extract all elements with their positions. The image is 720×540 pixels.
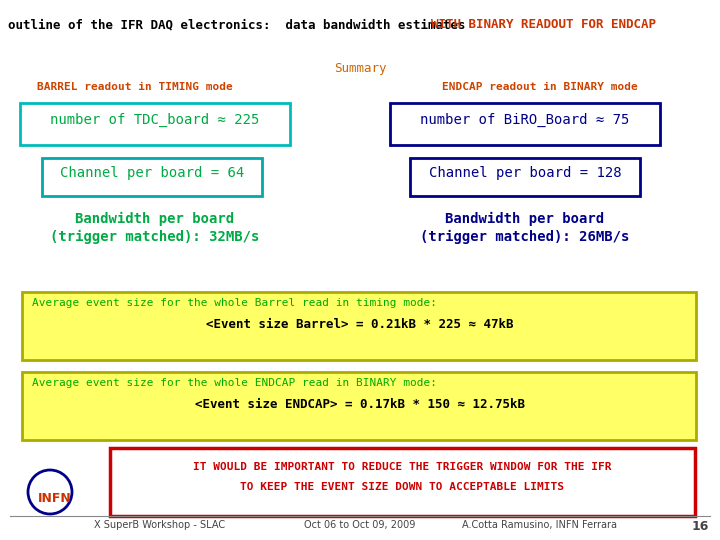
Text: Average event size for the whole Barrel read in timing mode:: Average event size for the whole Barrel …	[32, 298, 437, 308]
Text: Bandwidth per board: Bandwidth per board	[76, 212, 235, 226]
Text: BARREL readout in TIMING mode: BARREL readout in TIMING mode	[37, 82, 233, 92]
FancyBboxPatch shape	[390, 103, 660, 145]
Text: Average event size for the whole ENDCAP read in BINARY mode:: Average event size for the whole ENDCAP …	[32, 378, 437, 388]
Text: WITH BINARY READOUT FOR ENDCAP: WITH BINARY READOUT FOR ENDCAP	[431, 18, 656, 31]
Text: Summary: Summary	[334, 62, 386, 75]
Text: Bandwidth per board: Bandwidth per board	[446, 212, 605, 226]
Text: 16: 16	[691, 520, 708, 533]
Text: A.Cotta Ramusino, INFN Ferrara: A.Cotta Ramusino, INFN Ferrara	[462, 520, 618, 530]
Text: <Event size Barrel> = 0.21kB * 225 ≈ 47kB: <Event size Barrel> = 0.21kB * 225 ≈ 47k…	[206, 318, 514, 331]
FancyBboxPatch shape	[42, 158, 262, 196]
Text: <Event size ENDCAP> = 0.17kB * 150 ≈ 12.75kB: <Event size ENDCAP> = 0.17kB * 150 ≈ 12.…	[195, 398, 525, 411]
Text: INFN: INFN	[38, 492, 72, 505]
FancyBboxPatch shape	[410, 158, 640, 196]
Text: Oct 06 to Oct 09, 2009: Oct 06 to Oct 09, 2009	[305, 520, 415, 530]
Text: number of TDC_board ≈ 225: number of TDC_board ≈ 225	[50, 113, 260, 127]
Text: (trigger matched): 26MB/s: (trigger matched): 26MB/s	[420, 230, 630, 244]
Text: outline of the IFR DAQ electronics:  data bandwidth estimates: outline of the IFR DAQ electronics: data…	[8, 18, 473, 31]
FancyBboxPatch shape	[20, 103, 290, 145]
FancyBboxPatch shape	[22, 292, 696, 360]
Text: ENDCAP readout in BINARY mode: ENDCAP readout in BINARY mode	[442, 82, 638, 92]
Text: number of BiRO_Board ≈ 75: number of BiRO_Board ≈ 75	[420, 113, 630, 127]
Text: Channel per board = 128: Channel per board = 128	[428, 166, 621, 180]
Text: Channel per board = 64: Channel per board = 64	[60, 166, 244, 180]
Text: X SuperB Workshop - SLAC: X SuperB Workshop - SLAC	[94, 520, 225, 530]
FancyBboxPatch shape	[22, 372, 696, 440]
Text: TO KEEP THE EVENT SIZE DOWN TO ACCEPTABLE LIMITS: TO KEEP THE EVENT SIZE DOWN TO ACCEPTABL…	[240, 482, 564, 492]
Text: IT WOULD BE IMPORTANT TO REDUCE THE TRIGGER WINDOW FOR THE IFR: IT WOULD BE IMPORTANT TO REDUCE THE TRIG…	[193, 462, 611, 472]
FancyBboxPatch shape	[110, 448, 695, 516]
Text: (trigger matched): 32MB/s: (trigger matched): 32MB/s	[50, 230, 260, 244]
